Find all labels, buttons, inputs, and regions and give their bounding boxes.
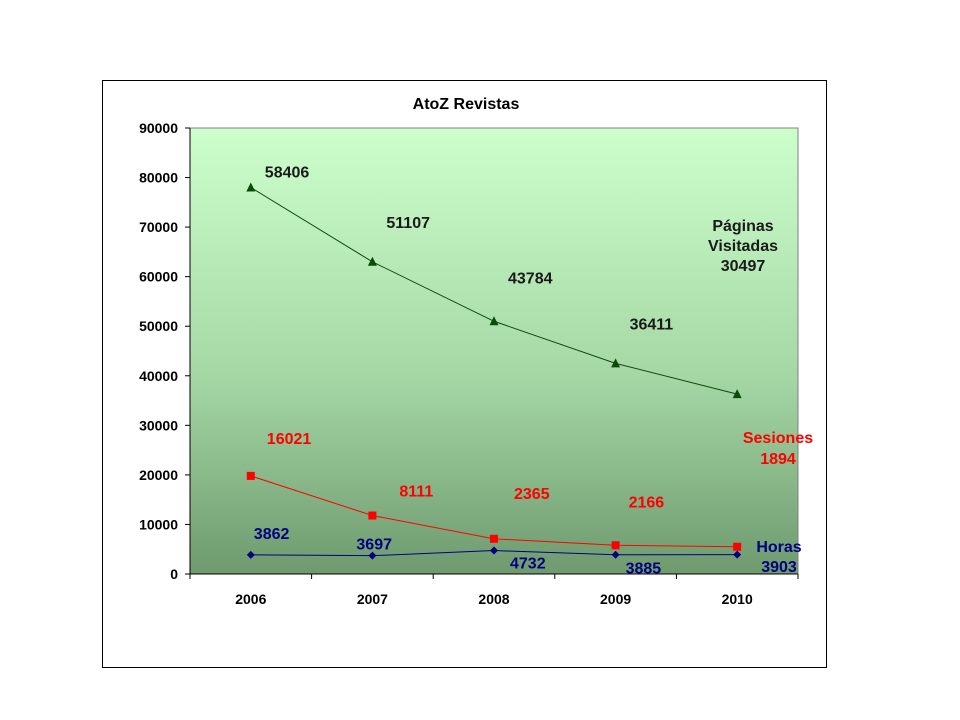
y-tick-label: 60000 xyxy=(139,269,178,285)
data-label: 51107 xyxy=(386,215,430,232)
y-tick-label: 90000 xyxy=(139,120,178,136)
data-label: 3862 xyxy=(254,526,290,543)
data-label: 3885 xyxy=(626,561,662,578)
y-tick-label: 50000 xyxy=(139,318,178,334)
data-label: 30497 xyxy=(721,258,766,275)
data-label: 2166 xyxy=(629,494,665,511)
data-label: 4732 xyxy=(510,556,546,573)
square-marker xyxy=(611,541,620,550)
series-name-label: Visitadas xyxy=(708,238,778,255)
series-name-label: Sesiones xyxy=(743,430,813,447)
data-label: 58406 xyxy=(265,164,310,181)
data-labels: 58406 51107 43784 36411 Páginas Visitadas 3049… xyxy=(254,164,813,577)
y-tick-label: 10000 xyxy=(139,516,178,532)
y-tick-label: 80000 xyxy=(139,170,178,186)
diamond-marker xyxy=(490,546,498,555)
diamond-marker xyxy=(368,551,377,560)
square-marker xyxy=(246,471,255,480)
diamond-marker xyxy=(246,550,255,559)
data-label: 36411 xyxy=(630,316,674,333)
square-marker xyxy=(733,542,742,551)
data-label: 2365 xyxy=(514,486,550,503)
y-tick-label: 30000 xyxy=(139,417,178,433)
square-marker xyxy=(368,511,377,520)
triangle-marker xyxy=(611,358,621,368)
diamond-marker xyxy=(611,550,620,559)
y-tick-label: 20000 xyxy=(139,467,178,483)
square-marker xyxy=(490,534,498,543)
y-tick-label: 70000 xyxy=(139,219,178,235)
x-tick-label: 2008 xyxy=(478,591,509,607)
chart-title: AtoZ Revistas xyxy=(413,96,520,113)
triangle-marker xyxy=(489,316,499,326)
triangle-marker xyxy=(367,256,377,266)
data-label: 8111 xyxy=(399,484,433,501)
data-label: 3903 xyxy=(761,559,797,576)
data-label: 1894 xyxy=(760,451,796,468)
series-markers xyxy=(246,182,742,560)
x-tick-label: 2009 xyxy=(600,591,631,607)
axes: 0 10000 20000 30000 40000 50000 60000 70000 8000… xyxy=(139,120,799,607)
triangle-marker xyxy=(246,182,256,192)
diamond-marker xyxy=(733,550,742,559)
triangle-marker xyxy=(732,389,742,399)
data-label: 43784 xyxy=(508,270,553,287)
data-label: 16021 xyxy=(267,431,312,448)
series-name-label: Horas xyxy=(756,539,801,556)
plot-area xyxy=(189,127,799,575)
data-label: 3697 xyxy=(356,537,392,554)
x-tick-label: 2007 xyxy=(357,591,388,607)
y-tick-label: 40000 xyxy=(139,368,178,384)
x-tick-label: 2006 xyxy=(235,591,266,607)
series-name-label: Páginas xyxy=(712,218,773,235)
x-tick-label: 2010 xyxy=(722,591,753,607)
y-tick-label: 0 xyxy=(170,566,178,582)
